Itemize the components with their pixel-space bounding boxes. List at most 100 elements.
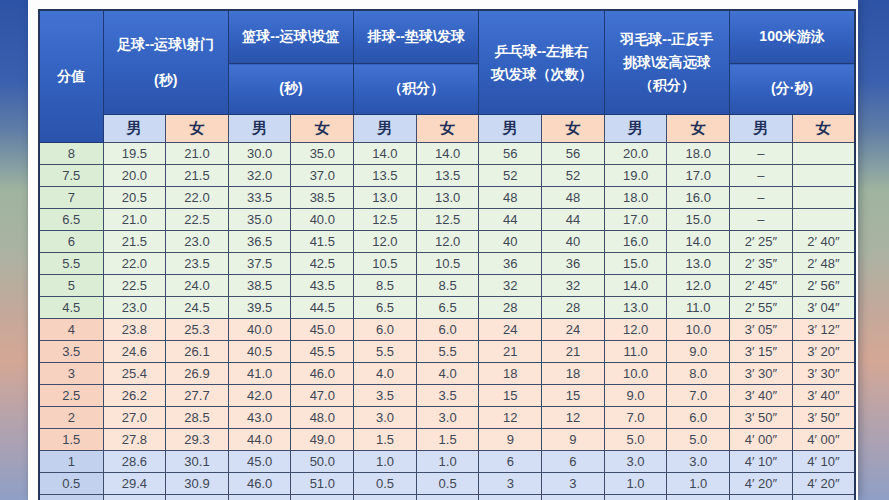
value-cell: 28.5: [166, 407, 229, 429]
value-cell: [792, 143, 855, 165]
value-cell: 13.0: [604, 297, 667, 319]
value-cell: 1.0: [416, 451, 479, 473]
score-cell: 8: [39, 143, 103, 165]
value-cell: 23.8: [103, 319, 166, 341]
value-cell: 3: [542, 473, 605, 495]
value-cell: 0.5: [416, 473, 479, 495]
value-cell: 32: [479, 275, 542, 297]
value-cell: 6.0: [416, 319, 479, 341]
header-football-title: 足球--运球\射门: [117, 33, 214, 56]
score-cell: 6: [39, 231, 103, 253]
value-cell: 2′ 40″: [792, 231, 855, 253]
value-cell: 22.5: [166, 209, 229, 231]
value-cell: 51.0: [291, 473, 354, 495]
value-cell: 3.0: [604, 451, 667, 473]
value-cell: 47.0: [291, 385, 354, 407]
value-cell: 24: [479, 319, 542, 341]
value-cell: 0.0: [354, 495, 417, 500]
value-cell: 11.0: [604, 341, 667, 363]
table-row: 6.521.022.535.040.012.512.5444417.015.0–: [39, 209, 855, 231]
value-cell: 3.0: [416, 407, 479, 429]
value-cell: 52: [542, 165, 605, 187]
value-cell: 23.5: [166, 253, 229, 275]
score-cell: 3: [39, 363, 103, 385]
value-cell: 15.0: [667, 209, 730, 231]
table-row: 7.520.021.532.037.013.513.5525219.017.0–: [39, 165, 855, 187]
value-cell: 2′ 45″: [730, 275, 793, 297]
table-body: 819.521.030.035.014.014.0565620.018.0–7.…: [39, 143, 855, 500]
value-cell: 18: [479, 363, 542, 385]
header-football-unit: (秒): [154, 69, 177, 92]
value-cell: 13.0: [667, 253, 730, 275]
value-cell: 36.5: [228, 231, 291, 253]
header-badminton-line2: 挑球\发高远球: [623, 51, 711, 74]
value-cell: 3′ 50″: [730, 407, 793, 429]
value-cell: 3′ 40″: [730, 385, 793, 407]
value-cell: 12.0: [416, 231, 479, 253]
value-cell: 20.5: [103, 187, 166, 209]
value-cell: 30.9: [166, 473, 229, 495]
table-row: 720.522.033.538.513.013.0484818.016.0–: [39, 187, 855, 209]
value-cell: 13.5: [416, 165, 479, 187]
value-cell: 6: [479, 451, 542, 473]
value-cell: 23.0: [166, 231, 229, 253]
gender-header-male: 男: [479, 115, 542, 143]
table-row: 819.521.030.035.014.014.0565620.018.0–: [39, 143, 855, 165]
value-cell: 2: [542, 495, 605, 500]
value-cell: 12.5: [416, 209, 479, 231]
value-cell: 5.0: [667, 429, 730, 451]
value-cell: [792, 187, 855, 209]
value-cell: 3′ 40″: [792, 385, 855, 407]
value-cell: 10.0: [604, 363, 667, 385]
value-cell: 9: [479, 429, 542, 451]
value-cell: 1.5: [416, 429, 479, 451]
gender-header-male: 男: [103, 115, 166, 143]
value-cell: –: [730, 187, 793, 209]
value-cell: 3′ 15″: [730, 341, 793, 363]
value-cell: 41.0: [228, 363, 291, 385]
score-cell: 1: [39, 451, 103, 473]
score-cell: 0.5: [39, 473, 103, 495]
value-cell: 4.0: [416, 363, 479, 385]
value-cell: 4′ 00″: [730, 429, 793, 451]
value-cell: 49.0: [291, 429, 354, 451]
gender-header-female: 女: [291, 115, 354, 143]
value-cell: 18: [542, 363, 605, 385]
value-cell: 10.5: [416, 253, 479, 275]
value-cell: 24.6: [103, 341, 166, 363]
value-cell: 1.0: [354, 451, 417, 473]
value-cell: 4′ 21″: [730, 495, 793, 500]
gender-header-male: 男: [354, 115, 417, 143]
score-cell: 4.5: [39, 297, 103, 319]
value-cell: 14.0: [667, 231, 730, 253]
value-cell: 17.0: [667, 165, 730, 187]
value-cell: 3′ 12″: [792, 319, 855, 341]
value-cell: 50.0: [291, 451, 354, 473]
scoring-table: 分值 足球--运球\射门 (秒) 篮球--运球\投篮 排球--垫球\发球 乒乓球…: [38, 9, 856, 500]
value-cell: 15.0: [604, 253, 667, 275]
value-cell: 2′ 55″: [730, 297, 793, 319]
value-cell: 19.5: [103, 143, 166, 165]
value-cell: 30.0: [228, 143, 291, 165]
value-cell: 2′ 25″: [730, 231, 793, 253]
value-cell: 10.5: [354, 253, 417, 275]
value-cell: 41.5: [291, 231, 354, 253]
value-cell: 29.3: [166, 429, 229, 451]
value-cell: 3.5: [354, 385, 417, 407]
value-cell: 1.0: [667, 473, 730, 495]
value-cell: 9.0: [667, 341, 730, 363]
value-cell: 26.9: [166, 363, 229, 385]
value-cell: 40.0: [228, 319, 291, 341]
gender-header-female: 女: [792, 115, 855, 143]
value-cell: 3′ 30″: [792, 363, 855, 385]
value-cell: 27.7: [166, 385, 229, 407]
value-cell: 48: [542, 187, 605, 209]
gender-header-female: 女: [667, 115, 730, 143]
value-cell: 21: [542, 341, 605, 363]
value-cell: 3′ 20″: [792, 341, 855, 363]
header-badminton-line1: 羽毛球--正反手: [620, 28, 713, 51]
value-cell: 23.0: [103, 297, 166, 319]
value-cell: 21.5: [166, 165, 229, 187]
table-row: 0.529.430.946.051.00.50.5331.01.04′ 20″4…: [39, 473, 855, 495]
value-cell: 6.0: [354, 319, 417, 341]
